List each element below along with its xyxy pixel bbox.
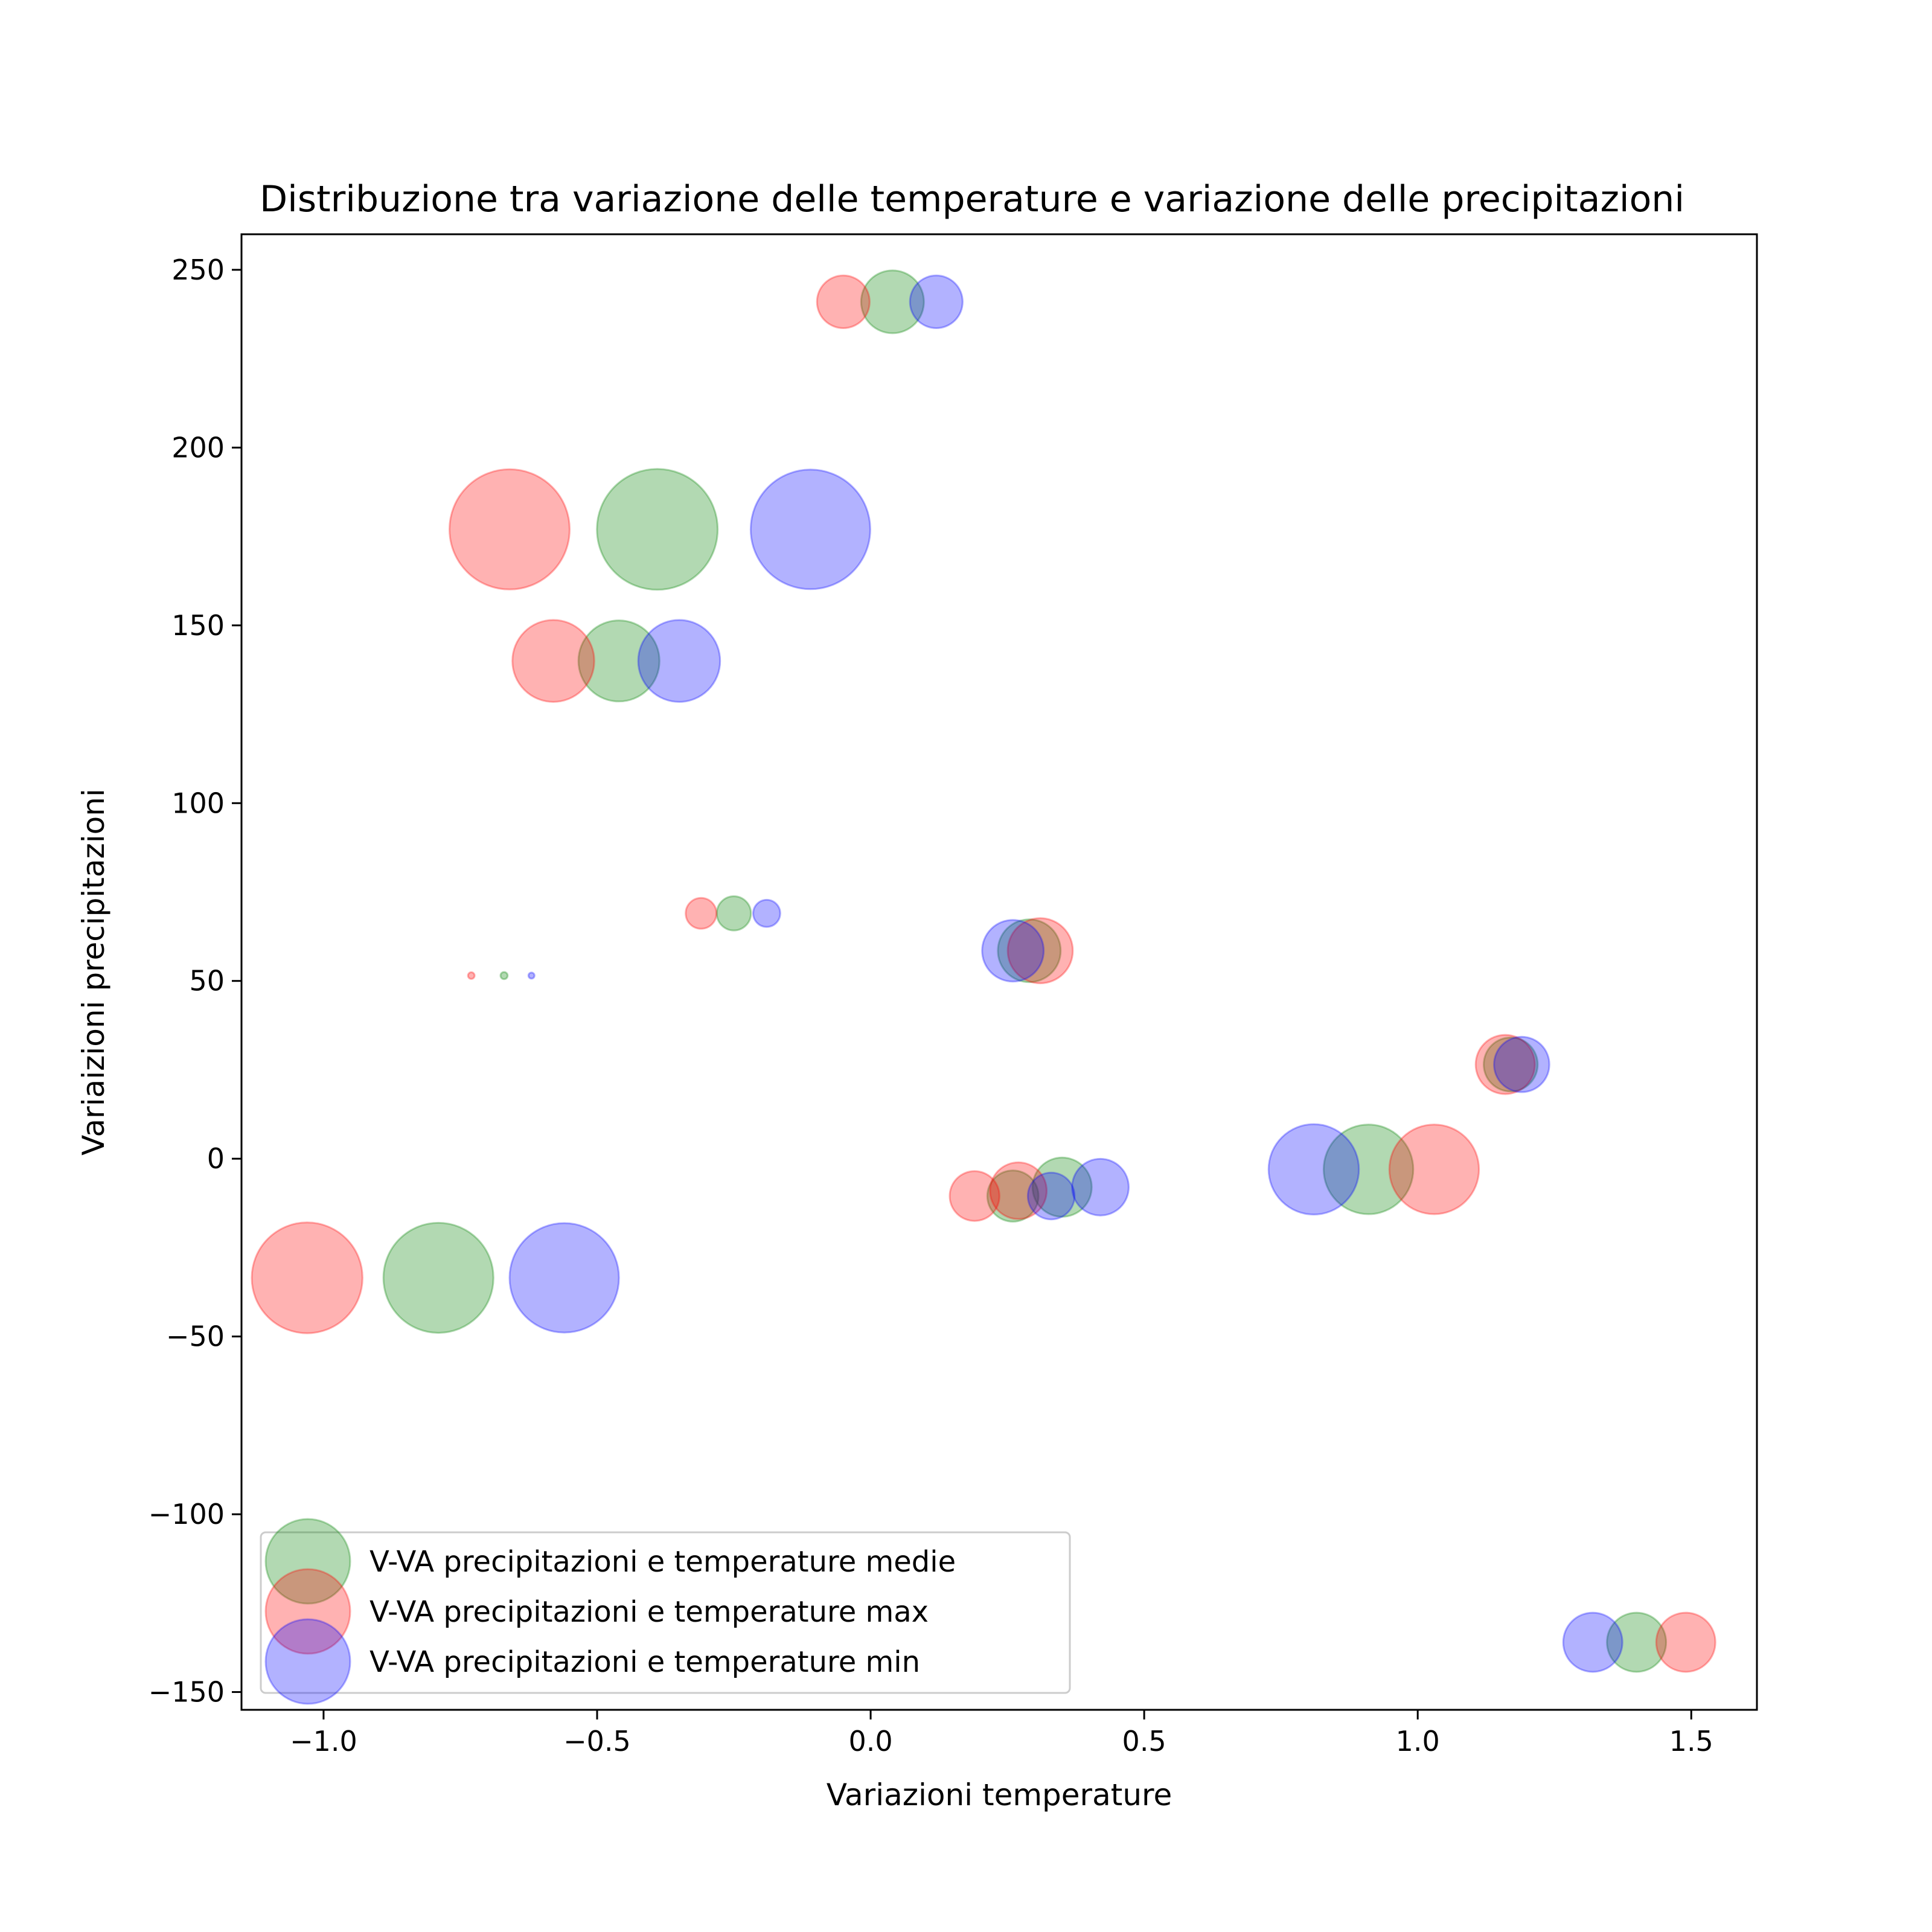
data-point	[1606, 1611, 1668, 1673]
y-axis-label: Variaizioni precipitazioni	[76, 788, 111, 1156]
data-point	[1322, 1124, 1415, 1215]
data-point	[637, 619, 721, 703]
data-point	[816, 274, 871, 329]
data-point	[860, 269, 925, 334]
data-point	[1483, 1036, 1539, 1093]
y-tick-label: 150	[171, 609, 225, 642]
data-point	[981, 919, 1045, 983]
legend-label: V-VA precipitazioni e temperature medie	[369, 1545, 956, 1579]
data-point	[577, 619, 661, 703]
data-point	[685, 897, 718, 930]
data-point	[511, 619, 595, 703]
x-axis-label: Variazioni temperature	[827, 1777, 1172, 1812]
legend-marker	[264, 1618, 351, 1705]
data-point	[989, 1161, 1048, 1220]
legend-label: V-VA precipitazioni e temperature min	[369, 1645, 920, 1679]
data-point	[1006, 917, 1074, 985]
x-tick-label: 1.0	[1396, 1725, 1440, 1758]
y-ticks: −150 −100 −50 0 50 100 150 200 250	[149, 254, 242, 1709]
data-point	[1562, 1611, 1623, 1673]
x-tick-label: −1.0	[290, 1725, 357, 1758]
data-point	[948, 1170, 1000, 1222]
data-point	[1493, 1035, 1550, 1093]
y-tick-label: 200	[171, 431, 225, 464]
data-point	[715, 895, 752, 932]
points-layer	[251, 269, 1716, 1673]
data-point	[382, 1221, 494, 1334]
data-point	[527, 971, 536, 980]
y-tick-label: 50	[189, 965, 225, 997]
y-tick-label: −50	[166, 1320, 225, 1353]
y-tick-label: 0	[207, 1142, 225, 1175]
data-point	[1267, 1123, 1360, 1216]
data-point	[909, 274, 964, 329]
data-point	[752, 898, 781, 928]
data-point	[1655, 1611, 1716, 1673]
data-point	[1388, 1124, 1480, 1215]
y-tick-label: 250	[171, 254, 225, 286]
legend-label: V-VA precipitazioni e temperature max	[369, 1595, 929, 1629]
legend-marker	[264, 1568, 351, 1655]
x-tick-label: 0.5	[1122, 1725, 1166, 1758]
data-point	[1031, 1156, 1093, 1218]
y-tick-label: 100	[171, 787, 225, 819]
data-point	[251, 1221, 363, 1334]
data-point	[596, 468, 719, 591]
data-point	[508, 1222, 620, 1334]
y-tick-label: −100	[149, 1498, 225, 1531]
plot-frame	[240, 233, 1758, 1711]
chart-title: Distribuzione tra variazione delle tempe…	[260, 178, 1684, 220]
data-point	[986, 1169, 1040, 1223]
legend: V-VA precipitazioni e temperature medie V…	[260, 1518, 1071, 1705]
data-point	[1026, 1171, 1076, 1221]
legend-frame	[260, 1531, 1071, 1694]
legend-marker	[264, 1518, 351, 1605]
data-point	[449, 468, 571, 590]
data-point	[749, 469, 871, 590]
y-tick-label: −150	[149, 1676, 225, 1709]
plot-area	[242, 234, 1757, 1710]
x-tick-label: −0.5	[563, 1725, 631, 1758]
x-tick-label: 0.0	[848, 1725, 892, 1758]
data-point	[997, 918, 1062, 984]
x-tick-label: 1.5	[1669, 1725, 1713, 1758]
x-ticks: −1.0 −0.5 0.0 0.5 1.0 1.5	[290, 1710, 1713, 1758]
data-point	[1071, 1157, 1130, 1217]
data-point	[467, 971, 476, 980]
data-point	[1474, 1034, 1536, 1095]
data-point	[499, 971, 509, 980]
